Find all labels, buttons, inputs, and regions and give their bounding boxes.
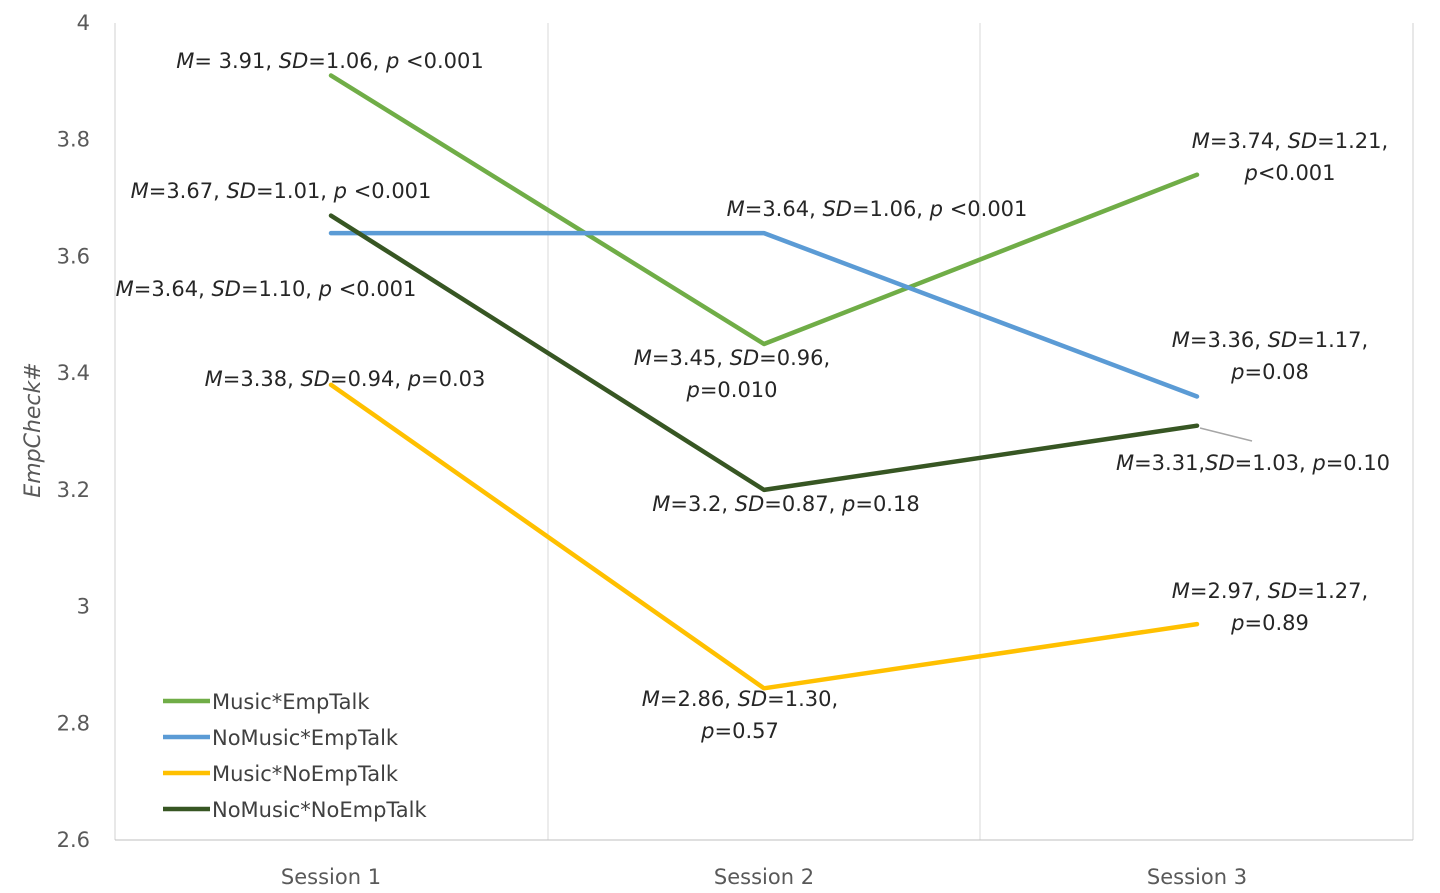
- data-label: M=2.97, SD=1.27, p=0.89: [1172, 579, 1368, 635]
- x-axis-tick-labels: Session 1 Session 2 Session 3: [281, 865, 1247, 889]
- x-tick-label: Session 1: [281, 865, 381, 889]
- data-label: M=3.31,SD=1.03, p=0.10: [1116, 451, 1390, 475]
- data-label: M=3.64, SD=1.06, p <0.001: [727, 197, 1028, 221]
- annotation-leader-line: [1199, 427, 1253, 442]
- x-tick-label: Session 2: [714, 865, 814, 889]
- y-tick-label: 3: [77, 595, 90, 619]
- data-label: M=3.67, SD=1.01, p <0.001: [131, 179, 432, 203]
- legend-label: Music*EmpTalk: [212, 690, 370, 714]
- series-line: [328, 382, 1200, 691]
- y-tick-label: 2.6: [57, 828, 90, 852]
- legend-entry: Music*NoEmpTalk: [163, 762, 399, 786]
- y-axis-tick-labels: 2.6 2.8 3 3.2 3.4 3.6 3.8 4: [57, 11, 90, 852]
- series-line: [328, 73, 1200, 347]
- y-tick-label: 4: [77, 11, 90, 35]
- series-lines: [328, 73, 1200, 691]
- y-tick-label: 3.2: [57, 478, 90, 502]
- legend-label: Music*NoEmpTalk: [212, 762, 399, 786]
- legend: Music*EmpTalk NoMusic*EmpTalk Music*NoEmpT…: [163, 690, 427, 822]
- data-label: M=3.38, SD=0.94, p=0.03: [205, 367, 486, 391]
- data-label: M=3.2, SD=0.87, p=0.18: [652, 492, 919, 516]
- data-label: M=2.86, SD=1.30, p=0.57: [642, 687, 838, 743]
- data-label: M=3.36, SD=1.17, p=0.08: [1172, 328, 1368, 384]
- data-annotations: M= 3.91, SD=1.06, p <0.001 M=3.45, SD=0.9…: [116, 49, 1390, 743]
- y-tick-label: 2.8: [57, 711, 90, 735]
- y-tick-label: 3.6: [57, 244, 90, 268]
- y-tick-label: 3.4: [57, 361, 90, 385]
- legend-entry: NoMusic*EmpTalk: [163, 726, 399, 750]
- y-tick-label: 3.8: [57, 128, 90, 152]
- grid-lines: [114, 23, 1414, 841]
- series-line: [328, 230, 1200, 399]
- x-tick-label: Session 3: [1147, 865, 1247, 889]
- legend-entry: NoMusic*NoEmpTalk: [163, 798, 427, 822]
- series-line: [328, 213, 1200, 493]
- legend-label: NoMusic*EmpTalk: [212, 726, 399, 750]
- data-label: M=3.45, SD=0.96, p=0.010: [634, 346, 830, 402]
- data-label: M=3.74, SD=1.21, p<0.001: [1192, 129, 1388, 185]
- data-label: M= 3.91, SD=1.06, p <0.001: [176, 49, 483, 73]
- data-label: M=3.64, SD=1.10, p <0.001: [116, 277, 417, 301]
- legend-label: NoMusic*NoEmpTalk: [212, 798, 427, 822]
- legend-entry: Music*EmpTalk: [163, 690, 370, 714]
- y-axis-title: EmpCheck#: [21, 362, 46, 497]
